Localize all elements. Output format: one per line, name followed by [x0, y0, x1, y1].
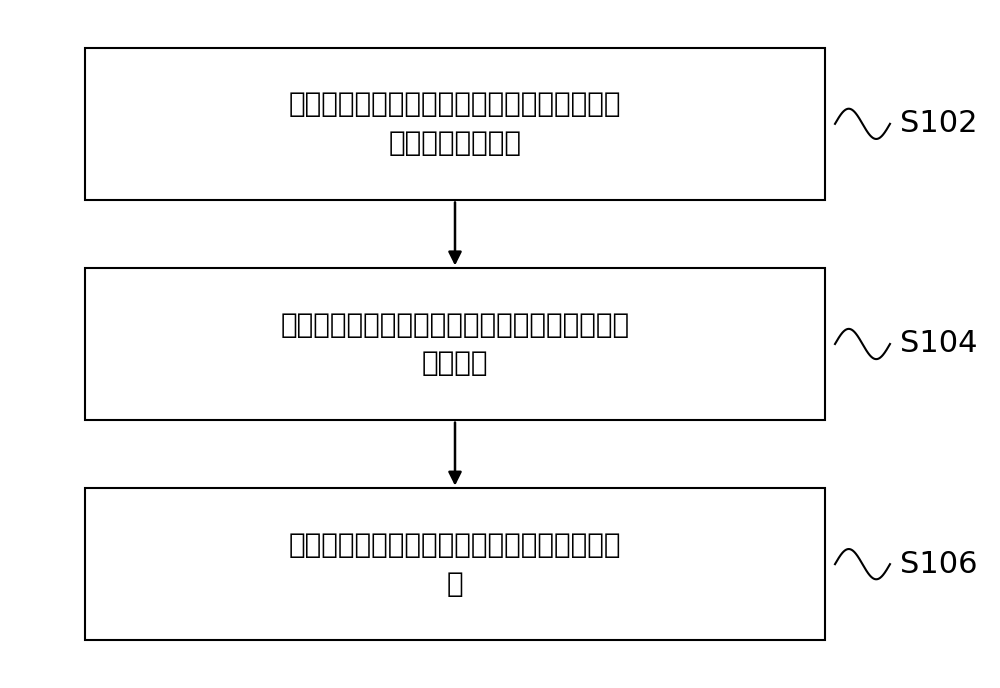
Text: 根据所述大脑属性信息对所述脑电数据进行匹
配: 根据所述大脑属性信息对所述脑电数据进行匹 配 [289, 530, 621, 598]
Bar [85, 48, 825, 200]
Bar [85, 488, 825, 640]
Text: S106: S106 [900, 550, 977, 579]
Text: 接收交互场景下用户的脑电数据接收交互场景
下用户的脑电数据: 接收交互场景下用户的脑电数据接收交互场景 下用户的脑电数据 [289, 90, 621, 158]
Text: S104: S104 [900, 330, 977, 358]
Text: S102: S102 [900, 109, 977, 138]
Text: 根据所述脑电数据确定在所述交互场景下的大脑
属性信息: 根据所述脑电数据确定在所述交互场景下的大脑 属性信息 [280, 310, 630, 378]
Bar [85, 268, 825, 420]
